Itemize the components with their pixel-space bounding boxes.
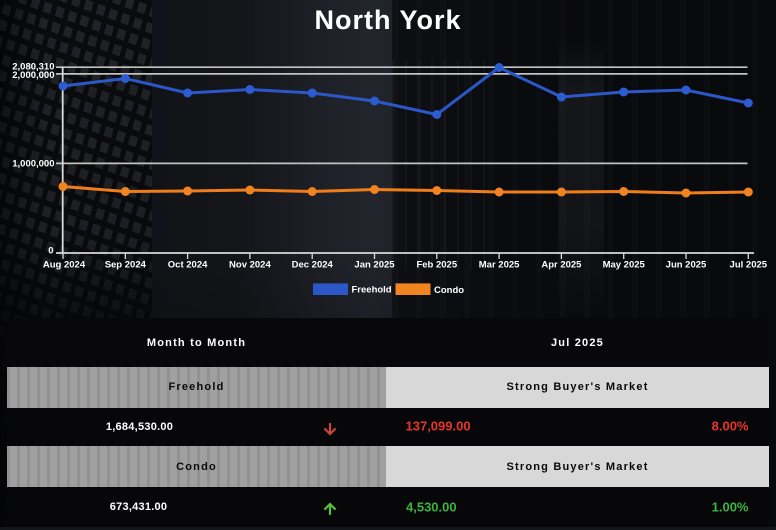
svg-text:0: 0 bbox=[48, 246, 53, 257]
svg-text:Jan 2025: Jan 2025 bbox=[354, 260, 395, 271]
svg-text:Oct 2024: Oct 2024 bbox=[168, 260, 208, 271]
svg-text:Dec 2024: Dec 2024 bbox=[292, 260, 334, 271]
svg-text:Mar 2025: Mar 2025 bbox=[479, 260, 520, 271]
svg-text:Apr 2025: Apr 2025 bbox=[541, 260, 582, 271]
svg-text:Condo: Condo bbox=[434, 285, 464, 296]
svg-text:2,000,000: 2,000,000 bbox=[12, 70, 54, 81]
svg-text:Freehold: Freehold bbox=[352, 285, 392, 296]
svg-text:1,000,000: 1,000,000 bbox=[12, 158, 54, 169]
svg-text:2,080,310: 2,080,310 bbox=[12, 62, 54, 73]
svg-text:May 2025: May 2025 bbox=[603, 260, 646, 271]
svg-text:Sep 2024: Sep 2024 bbox=[105, 260, 147, 271]
svg-text:Feb 2025: Feb 2025 bbox=[416, 260, 457, 271]
svg-text:Aug 2024: Aug 2024 bbox=[43, 260, 86, 271]
svg-text:Jun 2025: Jun 2025 bbox=[666, 260, 707, 271]
svg-text:Jul 2025: Jul 2025 bbox=[730, 260, 768, 271]
svg-text:Nov 2024: Nov 2024 bbox=[229, 260, 271, 271]
